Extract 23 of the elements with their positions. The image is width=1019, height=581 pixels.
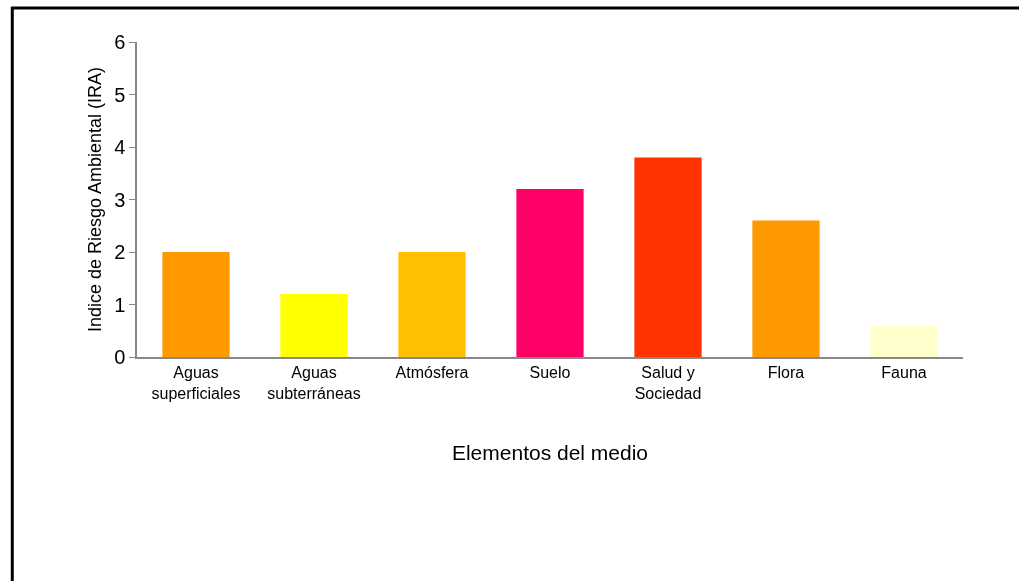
- x-axis-title: Elementos del medio: [451, 441, 649, 465]
- bar: [162, 252, 230, 357]
- bar: [280, 294, 348, 357]
- x-tick-label: Atmósfera: [395, 363, 469, 381]
- x-tick-label: Fauna: [881, 363, 927, 381]
- y-tick-label: 6: [114, 31, 126, 53]
- y-axis-title: Indice de Riesgo Ambiental (IRA): [84, 66, 105, 333]
- y-tick-label: 4: [114, 136, 126, 158]
- x-tick-label: Suelo: [529, 363, 571, 381]
- bar: [870, 325, 938, 357]
- bar: [398, 252, 466, 357]
- y-tick-label: 3: [114, 188, 126, 211]
- bar: [634, 157, 702, 357]
- x-tick-label: Aguas subterráneas: [267, 363, 361, 402]
- y-tick-label: 0: [114, 346, 126, 368]
- bar: [516, 189, 584, 357]
- x-tick-label: Salud y Sociedad: [634, 363, 702, 402]
- x-tick-label: Flora: [767, 363, 805, 381]
- x-tick-label: Aguas superficiales: [151, 363, 241, 402]
- y-tick-label: 2: [114, 241, 126, 263]
- y-tick-label: 1: [114, 293, 126, 316]
- bar: [752, 220, 820, 357]
- y-tick-label: 5: [114, 83, 126, 106]
